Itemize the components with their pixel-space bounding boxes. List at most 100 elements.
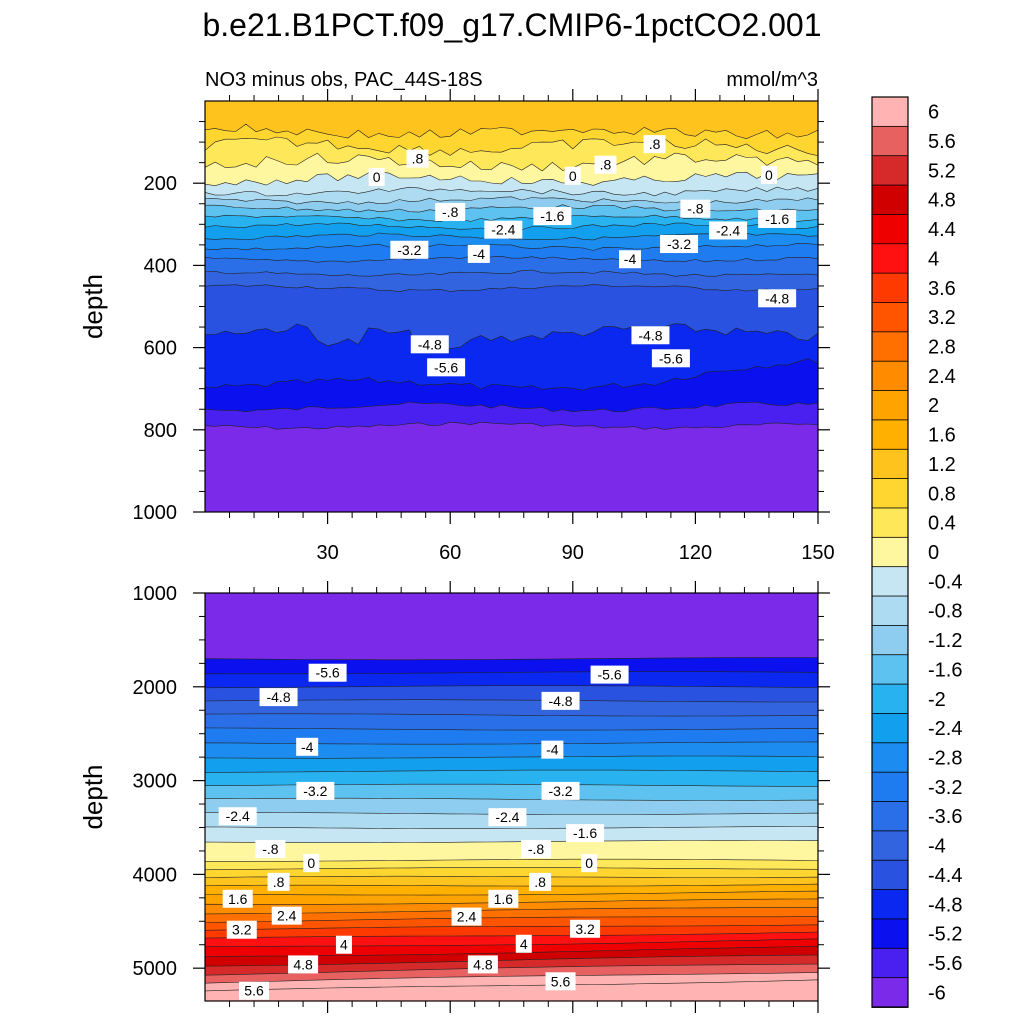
lower-panel-contour-labels: -5.6 -5.6 -4.8 -4.8 -4 -4 -3.2 -3.2 -2.4 -2.4 -1.6… xyxy=(218,663,629,1000)
colorbar: 6 5.6 5.2 4.8 4.4 4 3.6 3.2 2.8 2.4 2 1.6 1.2 0.8 0.4 0… xyxy=(871,96,962,1008)
y-tick-label: 3000 xyxy=(133,771,178,793)
colorbar-label: 5.6 xyxy=(928,131,956,153)
svg-text:-.8: -.8 xyxy=(442,204,459,220)
svg-text:1.6: 1.6 xyxy=(494,891,514,907)
colorbar-swatch xyxy=(871,243,909,275)
svg-text:-4.8: -4.8 xyxy=(266,689,290,705)
figure-title: b.e21.B1PCT.f09_g17.CMIP6-1pctCO2.001 xyxy=(202,7,821,43)
contour-label: 5.6 xyxy=(239,981,270,1000)
contour-label: -4 xyxy=(296,737,319,756)
contour-label: -.8 xyxy=(521,840,552,859)
contour-label: 0 xyxy=(760,165,777,184)
contour-label: .8 xyxy=(594,155,617,174)
y-tick-label: 600 xyxy=(144,338,177,360)
contour-label: 4 xyxy=(335,935,352,954)
colorbar-swatch xyxy=(871,566,909,597)
colorbar-swatch xyxy=(871,683,909,715)
plot-frame xyxy=(204,592,819,1002)
colorbar-label: 1.6 xyxy=(928,425,956,447)
y-tick-label: 200 xyxy=(144,173,177,195)
svg-text:-.8: -.8 xyxy=(262,841,279,857)
panel-subtitle: NO3 minus obs, PAC_44S-18S xyxy=(205,69,483,91)
svg-text:.8: .8 xyxy=(412,151,424,167)
contour-label: 0 xyxy=(564,166,581,185)
contour-label: 4.8 xyxy=(467,955,498,974)
colorbar-swatch xyxy=(871,654,909,685)
contour-label: -2.4 xyxy=(218,807,257,826)
units-label: mmol/m^3 xyxy=(726,69,818,91)
y-tick-label: 800 xyxy=(144,420,177,442)
contour-label: -2.4 xyxy=(488,808,527,827)
colorbar-swatch xyxy=(871,302,909,333)
x-tick-label: 120 xyxy=(679,542,712,564)
colorbar-swatch xyxy=(871,742,909,774)
colorbar-label: -0.8 xyxy=(928,601,962,623)
contour-label: -.8 xyxy=(435,202,466,221)
contour-label: .8 xyxy=(267,872,290,891)
contour-label: -4 xyxy=(541,740,564,759)
upper-panel-contour-fill xyxy=(205,101,818,512)
svg-text:-4: -4 xyxy=(624,251,637,267)
colorbar-swatch xyxy=(871,390,909,421)
svg-text:.8: .8 xyxy=(534,874,546,890)
colorbar-swatch xyxy=(871,155,909,186)
svg-text:-4.8: -4.8 xyxy=(548,693,572,709)
svg-text:-5.6: -5.6 xyxy=(598,667,622,683)
svg-text:.8: .8 xyxy=(273,874,285,890)
svg-text:0: 0 xyxy=(569,168,577,184)
contour-label: 3.2 xyxy=(570,919,601,938)
contour-label: 0 xyxy=(368,168,385,187)
colorbar-swatch xyxy=(871,771,909,803)
svg-text:1.6: 1.6 xyxy=(228,891,248,907)
y-axis-label: depth xyxy=(78,764,108,829)
x-tick-label: 150 xyxy=(801,542,834,564)
svg-text:-1.6: -1.6 xyxy=(765,211,789,227)
contour-label: 1.6 xyxy=(488,889,519,908)
y-tick-label: 2000 xyxy=(133,677,178,699)
svg-text:3.2: 3.2 xyxy=(575,921,595,937)
svg-text:5.6: 5.6 xyxy=(244,983,264,999)
svg-text:4.8: 4.8 xyxy=(473,956,493,972)
svg-text:-3.2: -3.2 xyxy=(303,783,327,799)
colorbar-label: -2.4 xyxy=(928,718,962,740)
colorbar-label: -5.2 xyxy=(928,924,962,946)
svg-text:5.6: 5.6 xyxy=(551,973,571,989)
svg-text:3.2: 3.2 xyxy=(232,922,252,938)
colorbar-swatch xyxy=(871,272,909,304)
colorbar-label: -4.4 xyxy=(928,865,962,887)
svg-text:-5.6: -5.6 xyxy=(659,350,683,366)
lower-contour-band xyxy=(205,979,818,1001)
y-tick-label: 5000 xyxy=(133,958,178,980)
svg-text:-5.6: -5.6 xyxy=(316,665,340,681)
colorbar-label: -5.6 xyxy=(928,953,962,975)
colorbar-label: 3.6 xyxy=(928,278,956,300)
contour-label: -2.4 xyxy=(484,220,523,239)
contour-label: -4.8 xyxy=(541,691,580,710)
contour-label: 3.2 xyxy=(226,920,257,939)
colorbar-swatch xyxy=(871,360,909,392)
svg-text:-.8: -.8 xyxy=(687,201,704,217)
contour-label: -3.2 xyxy=(390,240,429,259)
svg-text:-2.4: -2.4 xyxy=(226,808,250,824)
svg-text:-4: -4 xyxy=(301,739,314,755)
svg-text:-4.8: -4.8 xyxy=(418,336,442,352)
y-tick-label: 1000 xyxy=(133,502,178,524)
svg-text:-4.8: -4.8 xyxy=(638,327,662,343)
colorbar-label: -4 xyxy=(928,836,946,858)
contour-label: -5.6 xyxy=(427,358,466,377)
colorbar-label: 0.4 xyxy=(928,513,956,535)
svg-text:-4: -4 xyxy=(473,246,486,262)
contour-label: -3.2 xyxy=(296,781,335,800)
colorbar-label: 4 xyxy=(928,248,939,270)
upper-contour-band xyxy=(205,101,818,140)
contour-label: .8 xyxy=(406,149,429,168)
contour-label: -4 xyxy=(467,244,490,263)
contour-label: 2.4 xyxy=(451,907,482,926)
colorbar-swatch xyxy=(871,96,909,128)
y-axis-label: depth xyxy=(78,274,108,339)
svg-text:-4.8: -4.8 xyxy=(765,290,789,306)
colorbar-label: -2 xyxy=(928,689,946,711)
svg-text:-2.4: -2.4 xyxy=(495,809,519,825)
svg-text:-3.2: -3.2 xyxy=(667,236,691,252)
y-tick-label: 400 xyxy=(144,255,177,277)
